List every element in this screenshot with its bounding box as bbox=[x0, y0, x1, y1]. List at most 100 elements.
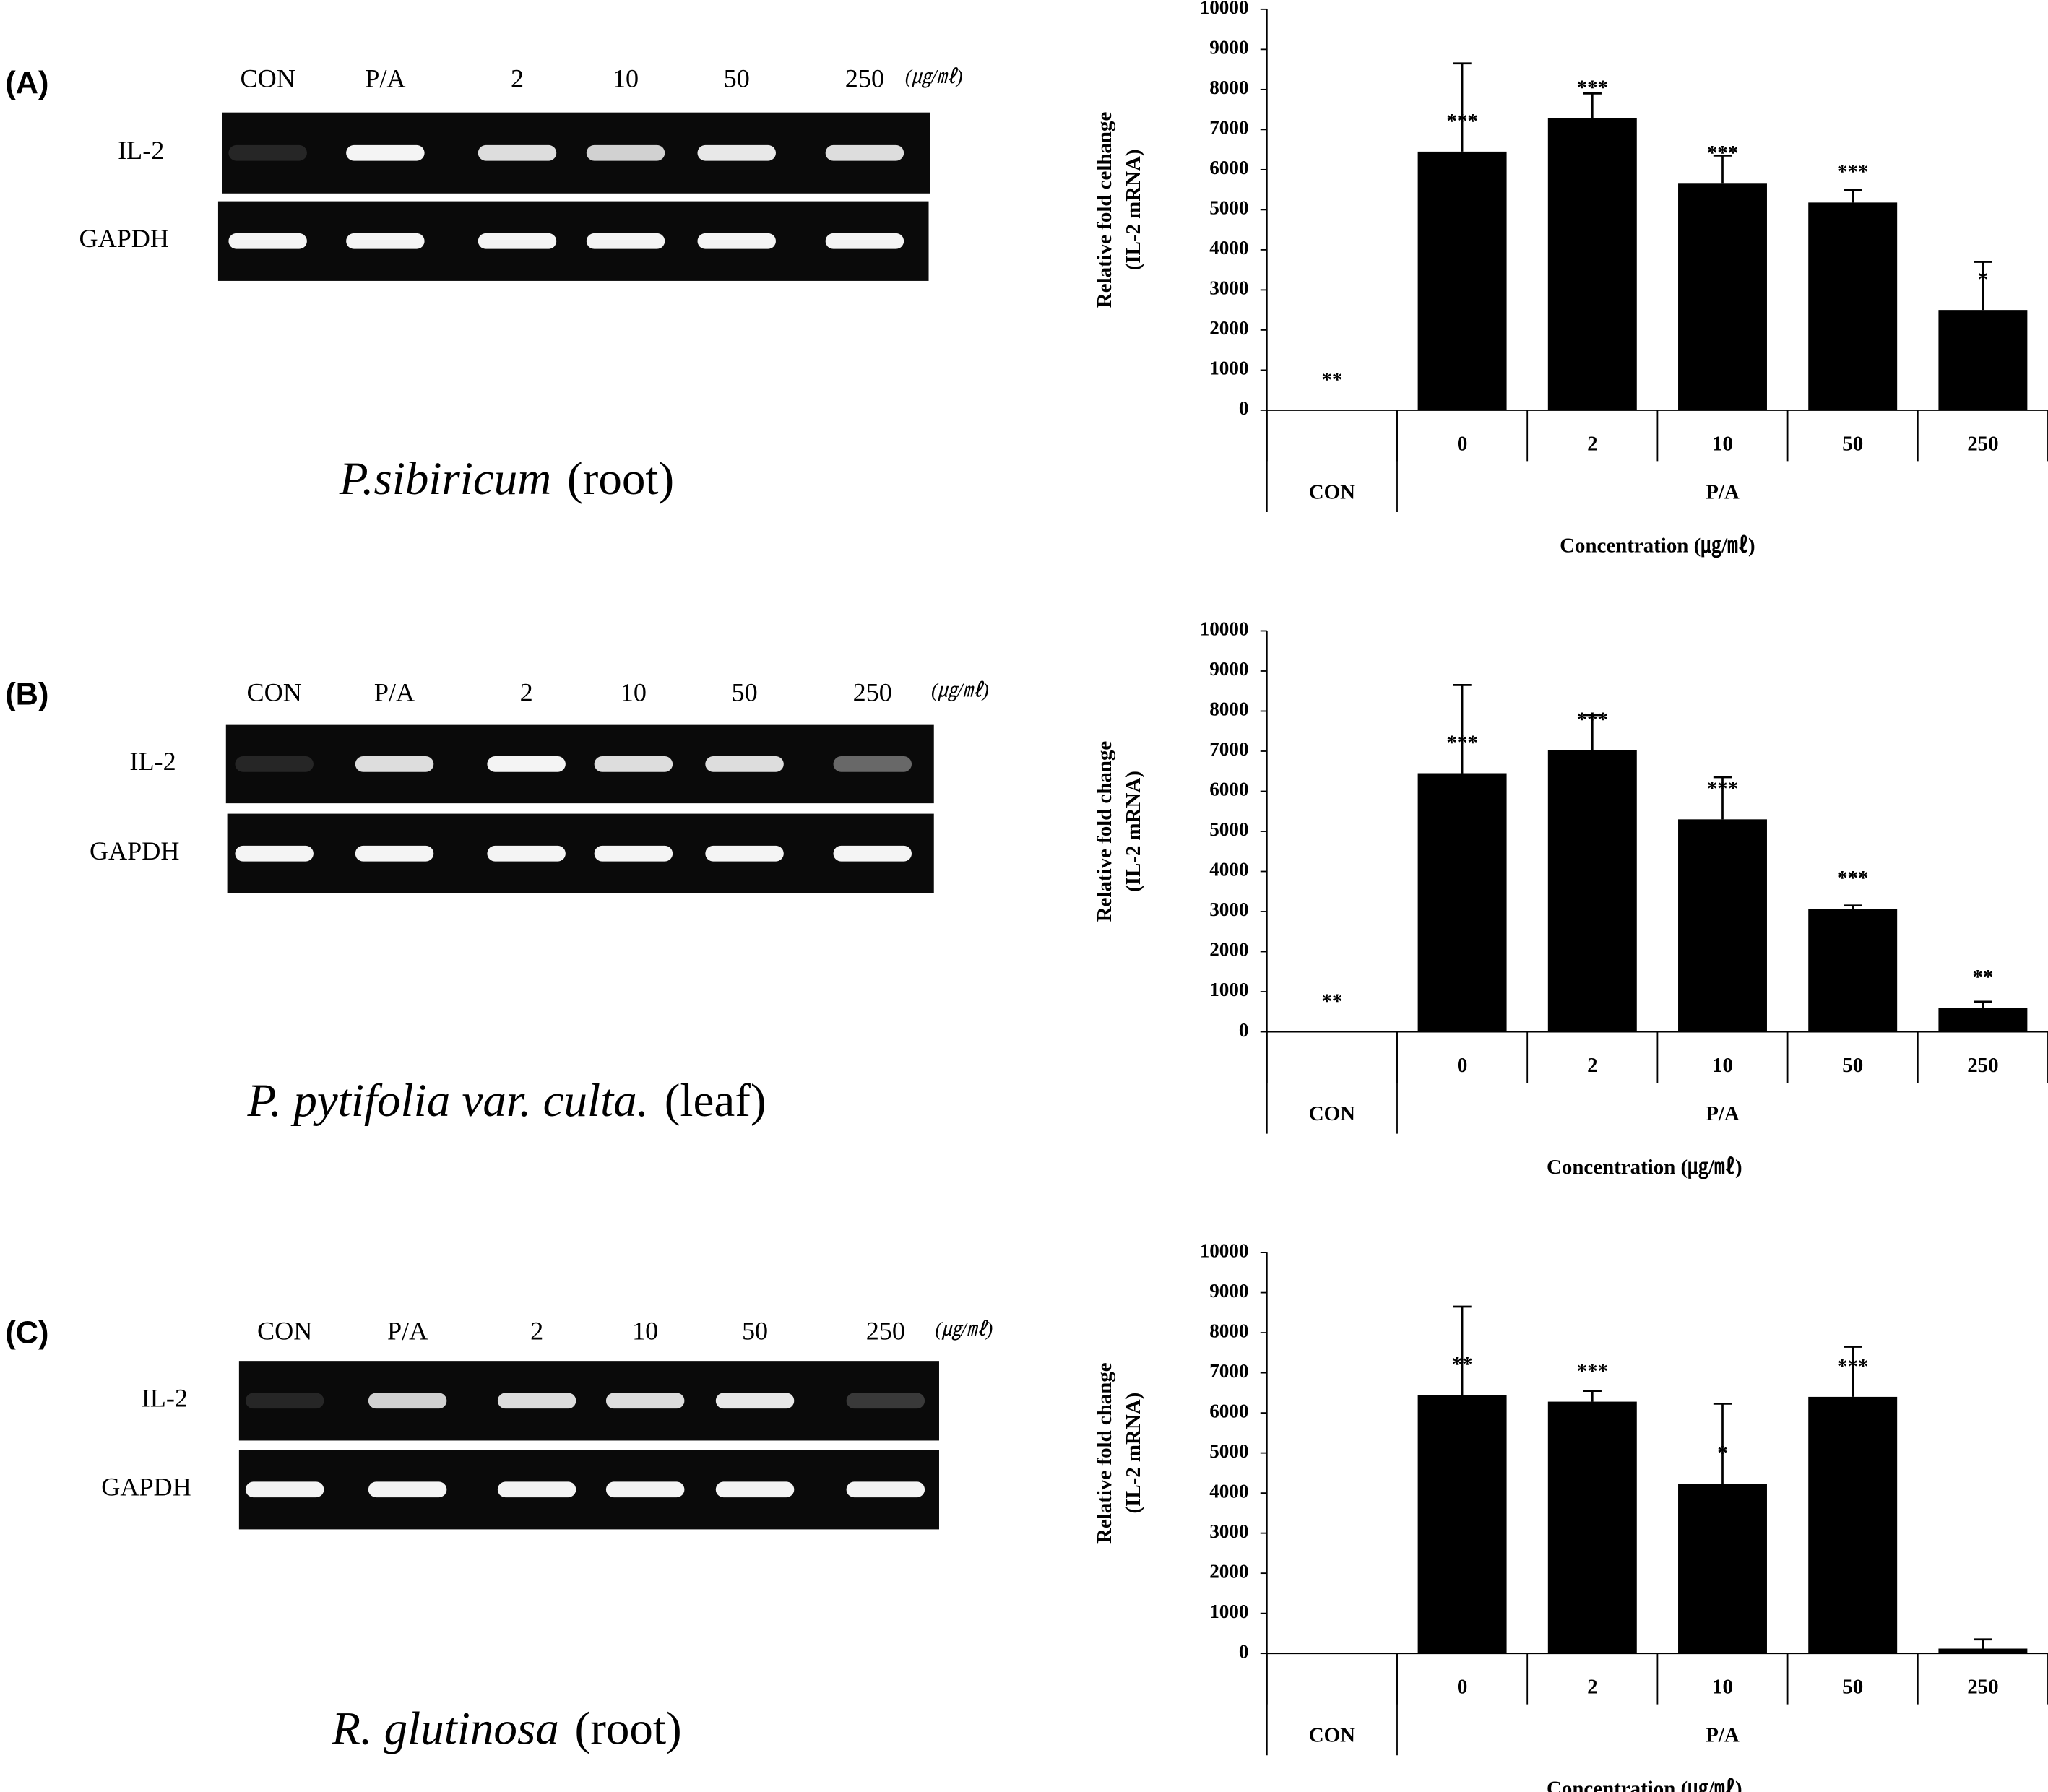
significance-label: *** bbox=[1707, 777, 1738, 800]
y-tick-label: 10000 bbox=[1200, 1239, 1249, 1261]
row-label: GAPDH bbox=[101, 1473, 191, 1502]
gel bbox=[225, 724, 934, 804]
group-label: CON bbox=[1309, 480, 1355, 503]
y-axis-label: Relative fold celhange bbox=[1093, 112, 1116, 308]
row-label: IL-2 bbox=[118, 136, 164, 165]
caption: P. pytifolia var. culta. (leaf) bbox=[246, 1075, 766, 1127]
gel-band bbox=[605, 1393, 685, 1409]
bar bbox=[1417, 1395, 1507, 1654]
x-tick-label: 250 bbox=[1967, 1054, 1998, 1077]
lane-label: 50 bbox=[732, 678, 758, 706]
y-tick-label: 1000 bbox=[1209, 358, 1248, 379]
x-tick-label: 0 bbox=[1457, 432, 1467, 455]
y-tick-label: 1000 bbox=[1209, 979, 1248, 1000]
gel-band bbox=[594, 845, 673, 862]
gel-band bbox=[715, 1481, 795, 1498]
y-tick-label: 4000 bbox=[1209, 237, 1248, 259]
group-label: P/A bbox=[1706, 1102, 1740, 1125]
x-tick-label: 50 bbox=[1842, 432, 1863, 455]
gel-band bbox=[833, 756, 912, 772]
significance-label: ** bbox=[1452, 1353, 1473, 1376]
x-tick-label: 50 bbox=[1842, 1054, 1863, 1077]
unit-label: (㎍/㎖) bbox=[905, 66, 963, 88]
gel-band bbox=[697, 144, 776, 161]
y-tick-label: 2000 bbox=[1209, 939, 1248, 961]
gel-band bbox=[697, 233, 776, 249]
gel-band bbox=[705, 845, 784, 862]
bar bbox=[1938, 1648, 2028, 1654]
lane-label: 10 bbox=[621, 678, 647, 706]
gel-band bbox=[478, 144, 557, 161]
lane-label: 2 bbox=[530, 1316, 543, 1345]
gel-band bbox=[846, 1393, 925, 1409]
x-axis-label: Concentration (㎍/㎖) bbox=[1547, 1156, 1742, 1179]
lane-label: 250 bbox=[845, 64, 884, 93]
gel-band bbox=[355, 756, 434, 772]
group-label: CON bbox=[1309, 1102, 1355, 1125]
row-label: GAPDH bbox=[90, 836, 180, 865]
y-tick-label: 2000 bbox=[1209, 317, 1248, 339]
gel bbox=[227, 813, 934, 893]
gel-band bbox=[833, 845, 912, 862]
y-tick-label: 10000 bbox=[1200, 618, 1249, 640]
significance-label: ** bbox=[1321, 990, 1342, 1013]
caption: P.sibiricum (root) bbox=[339, 453, 674, 505]
bar bbox=[1678, 819, 1767, 1032]
significance-label: *** bbox=[1837, 867, 1868, 890]
lane-label: 2 bbox=[520, 678, 533, 706]
significance-label: *** bbox=[1707, 142, 1738, 165]
gel-band bbox=[346, 144, 425, 161]
caption: R. glutinosa (root) bbox=[331, 1702, 681, 1754]
y-tick-label: 4000 bbox=[1209, 859, 1248, 880]
y-tick-label: 3000 bbox=[1209, 899, 1248, 920]
significance-label: * bbox=[1717, 1442, 1727, 1465]
x-tick-label: 250 bbox=[1967, 432, 1998, 455]
gel-band bbox=[605, 1481, 685, 1498]
y-tick-label: 8000 bbox=[1209, 1320, 1248, 1341]
gel-band bbox=[586, 233, 665, 249]
caption-species: P. pytifolia var. culta. bbox=[246, 1075, 649, 1127]
bar bbox=[1938, 310, 2028, 410]
y-tick-label: 7000 bbox=[1209, 738, 1248, 760]
y-tick-label: 6000 bbox=[1209, 157, 1248, 178]
gel-band bbox=[245, 1481, 324, 1498]
group-label: P/A bbox=[1706, 1724, 1740, 1747]
lane-label: 250 bbox=[853, 678, 892, 706]
gel bbox=[217, 201, 929, 281]
lane-label: P/A bbox=[374, 678, 415, 706]
x-tick-label: 10 bbox=[1712, 1676, 1733, 1699]
unit-label: (㎍/㎖) bbox=[931, 680, 989, 702]
x-tick-label: 2 bbox=[1587, 1676, 1597, 1699]
significance-label: *** bbox=[1446, 110, 1477, 133]
significance-label: *** bbox=[1577, 77, 1608, 100]
y-tick-label: 5000 bbox=[1209, 197, 1248, 219]
x-tick-label: 0 bbox=[1457, 1054, 1467, 1077]
gel-band bbox=[487, 756, 566, 772]
significance-label: ** bbox=[1972, 966, 1993, 989]
gel-band bbox=[245, 1393, 324, 1409]
lane-label: 10 bbox=[613, 64, 639, 93]
gel bbox=[222, 112, 930, 194]
row-label: GAPDH bbox=[79, 224, 169, 253]
lane-label: P/A bbox=[365, 64, 405, 93]
y-tick-label: 10000 bbox=[1200, 0, 1249, 18]
bar bbox=[1547, 750, 1637, 1032]
y-axis-label: (IL-2 mRNA) bbox=[1122, 1393, 1145, 1514]
x-tick-label: 2 bbox=[1587, 1054, 1597, 1077]
panel-letter: (A) bbox=[5, 66, 48, 100]
panel-letter: (C) bbox=[5, 1315, 48, 1350]
group-label: P/A bbox=[1706, 480, 1740, 503]
y-tick-label: 0 bbox=[1239, 1640, 1249, 1662]
gel-band bbox=[346, 233, 425, 249]
gel-band bbox=[235, 756, 314, 772]
panel-letter: (B) bbox=[5, 677, 48, 711]
bar bbox=[1678, 1484, 1767, 1654]
y-tick-label: 7000 bbox=[1209, 117, 1248, 139]
lane-label: 250 bbox=[866, 1316, 905, 1345]
y-tick-label: 6000 bbox=[1209, 779, 1248, 800]
y-tick-label: 7000 bbox=[1209, 1360, 1248, 1382]
lane-label: 10 bbox=[632, 1316, 658, 1345]
x-tick-label: 50 bbox=[1842, 1676, 1863, 1699]
significance-label: ** bbox=[1321, 368, 1342, 391]
